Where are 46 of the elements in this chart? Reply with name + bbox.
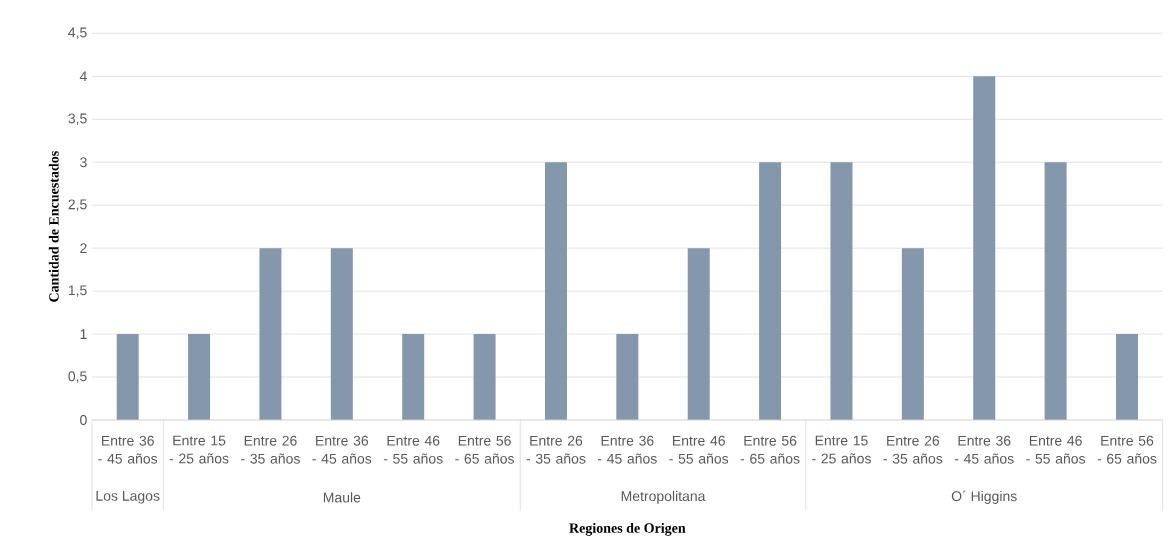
- text: O´ Higgins: [951, 490, 1017, 504]
- bar: [544, 162, 567, 420]
- x-tick-label: Entre 26 - 35 años: [526, 435, 586, 464]
- bar: [687, 248, 710, 420]
- bar: [759, 162, 782, 420]
- bar: [616, 334, 639, 420]
- y-axis-title: Cantidad de Encuestados: [48, 151, 59, 302]
- bar: [259, 248, 282, 420]
- x-tick-label: Entre 46 - 55 años: [383, 435, 443, 464]
- bar: [973, 76, 996, 420]
- y-tick-label: 0,5: [68, 371, 87, 383]
- y-tick-label: 2: [80, 243, 87, 254]
- y-tick-label: 3: [80, 157, 87, 168]
- x-tick-label: Entre 56 - 65 años: [455, 435, 515, 464]
- y-tick-label: 2,5: [68, 199, 87, 211]
- bar: [188, 334, 211, 420]
- bar: [330, 248, 353, 420]
- x-tick-label: Entre 15 - 25 años: [169, 435, 229, 464]
- text: Los Lagos: [96, 491, 160, 504]
- bar: [473, 334, 496, 420]
- x-tick-label: Entre 56 - 65 años: [740, 435, 800, 464]
- bar: [901, 248, 924, 420]
- x-tick-label: Entre 26 - 35 años: [883, 435, 943, 464]
- y-tick-label: 3,5: [68, 113, 87, 126]
- x-tick-label: Entre 26 - 35 años: [241, 435, 300, 464]
- bar: [402, 334, 425, 420]
- text: Maule: [323, 492, 361, 503]
- y-tick-label: 1,5: [68, 285, 87, 297]
- x-tick-label: Entre 46 - 55 años: [1026, 435, 1086, 464]
- bar: [1115, 334, 1138, 420]
- y-tick-label: 4: [79, 71, 87, 82]
- x-axis-title: Regiones de Origen: [569, 522, 686, 536]
- y-tick-label: 1: [80, 329, 87, 339]
- y-tick-label: 0: [80, 415, 87, 425]
- bar: [1044, 162, 1067, 420]
- x-tick-label: Entre 36 - 45 años: [98, 435, 158, 464]
- bar: [830, 162, 853, 420]
- x-tick-label: Entre 56 - 65 años: [1097, 435, 1157, 464]
- x-tick-label: Entre 36 - 45 años: [598, 435, 657, 464]
- x-tick-label: Entre 36 - 45 años: [312, 435, 372, 464]
- y-tick-label: 4,5: [68, 27, 87, 40]
- x-tick-label: Entre 15 - 25 años: [812, 435, 871, 464]
- x-tick-label: Entre 46 - 55 años: [669, 435, 729, 464]
- bar: [116, 334, 139, 420]
- x-tick-label: Entre 36 - 45 años: [954, 435, 1014, 464]
- text: Metropolitana: [621, 490, 706, 504]
